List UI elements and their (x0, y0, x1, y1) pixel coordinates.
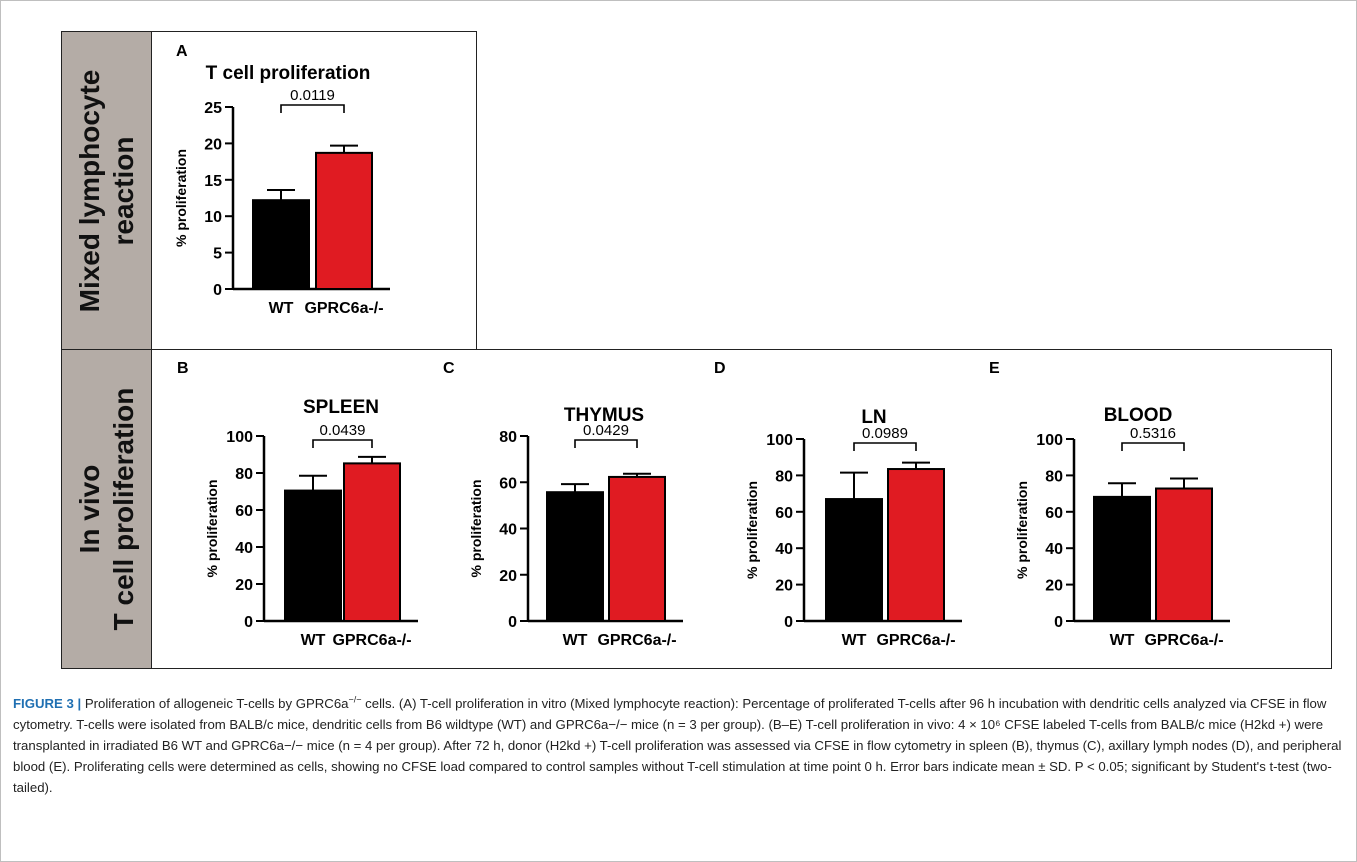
panel-a-bar-wt (252, 199, 310, 291)
caption-body: (A) T-cell proliferation in vitro (Mixed… (13, 696, 1342, 795)
panel-c-letter: C (443, 360, 455, 377)
panel-c-bar-ko (608, 475, 666, 622)
panel-a-pvalue: 0.0119 (290, 87, 335, 104)
caption-figure-label: FIGURE 3 | (13, 696, 82, 711)
caption-title-part2: cells. (361, 696, 396, 711)
panel-e-ytick-label: 0 (1054, 614, 1063, 631)
caption-superscript: −/− (348, 694, 362, 705)
panel-d-ytick-label: 60 (775, 505, 793, 522)
panel-e-pvalue: 0.5316 (1130, 425, 1176, 442)
panel-d-ytick-label: 20 (775, 578, 793, 595)
panel-d-letter: D (714, 360, 726, 377)
panel-c-bracket (574, 439, 638, 448)
panel-d-title: LN (861, 407, 886, 428)
panel-d-ytick-label: 0 (784, 614, 793, 631)
panel-e-ytick-label: 60 (1045, 505, 1063, 522)
panel-c-title: THYMUS (564, 405, 644, 426)
panel-b-category-label: WT (301, 632, 326, 649)
charts-layer: A T cell proliferation 0 5 10 15 20 25 % prolife… (173, 43, 1230, 649)
panel-a-ytick-label: 0 (213, 282, 222, 299)
panel-e-category-label: WT (1110, 632, 1135, 649)
panel-e-ytick-label: 20 (1045, 578, 1063, 595)
mlr-section: Mixed lymphocyte reaction (61, 31, 477, 350)
panel-b-ytick-label: 20 (235, 577, 253, 594)
panel-d-category-label: GPRC6a-/- (876, 632, 955, 649)
panel-d-bracket (853, 442, 917, 451)
panel-d-ytick-label: 80 (775, 468, 793, 485)
panel-e-bar-wt (1093, 495, 1151, 623)
panel-e-ytick-label: 100 (1036, 432, 1063, 449)
caption-title-part1: Proliferation of allogeneic T-cells by G… (81, 696, 349, 711)
panel-d-bar-ko (887, 468, 945, 622)
panel-e-ylabel: % proliferation (1014, 481, 1030, 579)
panel-d-ylabel: % proliferation (744, 481, 760, 579)
panel-a-ytick-label: 25 (204, 100, 222, 117)
panel-b-ytick-label: 80 (235, 466, 253, 483)
invivo-section: In vivo T cell proliferation (61, 349, 1332, 669)
panel-b-ylabel: % proliferation (204, 479, 220, 577)
panel-c-bar-wt (546, 491, 604, 622)
panel-c-ytick-label: 40 (499, 522, 517, 539)
panel-d-bar-wt (825, 498, 883, 622)
invivo-side-label: In vivo T cell proliferation (62, 350, 152, 668)
panel-a-title: T cell proliferation (206, 63, 371, 84)
panel-c-ytick-label: 20 (499, 568, 517, 585)
figure-caption: FIGURE 3 | Proliferation of allogeneic T… (13, 693, 1346, 798)
panel-a-ytick-label: 15 (204, 173, 222, 190)
panel-b-title: SPLEEN (303, 397, 379, 418)
panel-a-ytick-label: 10 (204, 209, 222, 226)
panel-d-ytick-label: 40 (775, 541, 793, 558)
panel-a-category-label: GPRC6a-/- (304, 300, 383, 317)
panel-d-ytick-label: 100 (766, 432, 793, 449)
panel-b-bar-ko (343, 462, 401, 622)
panel-a-bar-ko (315, 151, 373, 290)
panel-b-letter: B (177, 360, 189, 377)
mlr-side-label: Mixed lymphocyte reaction (62, 32, 152, 349)
panel-c-ytick-label: 60 (499, 475, 517, 492)
panel-e-ytick-label: 40 (1045, 541, 1063, 558)
panel-e-bar-ko (1155, 487, 1213, 622)
panel-c-category-label: GPRC6a-/- (597, 632, 676, 649)
panel-b-bracket (312, 439, 373, 448)
panel-d-category-label: WT (842, 632, 867, 649)
panel-a-ytick-label: 20 (204, 136, 222, 153)
panel-e-ytick-label: 80 (1045, 468, 1063, 485)
panel-b-bar-wt (284, 489, 342, 623)
panel-b-pvalue: 0.0439 (320, 422, 366, 439)
panel-b-ytick-label: 60 (235, 503, 253, 520)
panel-e-bracket (1121, 442, 1185, 451)
panel-e-letter: E (989, 360, 1000, 377)
panel-c-ytick-label: 80 (499, 429, 517, 446)
panel-b-ytick-label: 100 (226, 429, 253, 446)
panel-d-pvalue: 0.0989 (862, 425, 908, 442)
panel-c-category-label: WT (563, 632, 588, 649)
panel-a-letter: A (176, 43, 188, 60)
panel-a-category-label: WT (269, 300, 294, 317)
panel-a-ylabel: % proliferation (173, 149, 189, 247)
panel-b-category-label: GPRC6a-/- (332, 632, 411, 649)
panel-a-ytick-label: 5 (213, 246, 222, 263)
panel-a-bracket (280, 104, 345, 113)
panel-c-pvalue: 0.0429 (583, 422, 629, 439)
panel-c-ytick-label: 0 (508, 614, 517, 631)
panel-e-category-label: GPRC6a-/- (1144, 632, 1223, 649)
panel-b-ytick-label: 40 (235, 540, 253, 557)
panel-c-ylabel: % proliferation (468, 479, 484, 577)
panel-b-ytick-label: 0 (244, 614, 253, 631)
panel-e-title: BLOOD (1104, 405, 1173, 426)
